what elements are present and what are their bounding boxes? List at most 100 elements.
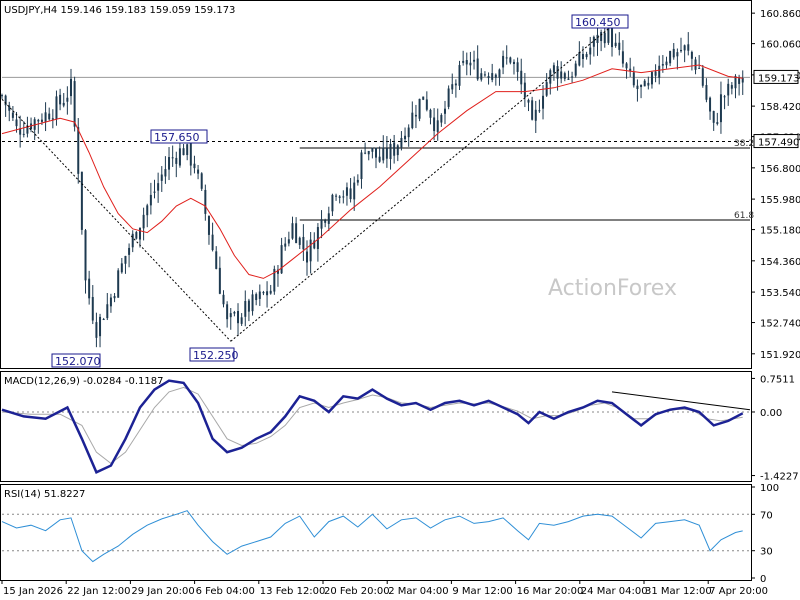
candle-body [211,234,214,251]
candle-body [520,70,523,85]
candle-body [59,94,62,105]
candle-body [404,135,407,140]
candle-body [698,67,701,69]
candle-body [222,294,225,305]
candle-body [560,71,563,79]
candle-body [168,157,171,170]
candle-body [91,296,94,321]
candle-body [385,148,388,159]
macd-trendline [611,391,751,411]
candle-body [276,269,279,274]
candle-body [730,85,733,89]
candle-body [636,85,639,90]
candle-body [654,71,657,76]
level-tag: 157.490 [753,134,799,149]
price-axis-label: 158.420 [760,102,800,113]
candle-body [596,34,599,43]
candle-body [589,47,592,55]
candle-body [327,213,330,224]
candle-body [414,114,417,117]
candle-body [480,73,483,80]
candle-body [11,112,14,118]
candle-body [512,61,515,65]
rsi-axis-label: 30 [760,547,773,558]
candle-body [523,82,526,98]
time-axis-label: 24 Mar 04:00 [581,586,648,597]
candle-body [309,239,312,262]
candle-body [360,152,363,180]
candle-body [574,63,577,76]
annotation-label: 152.070 [55,355,101,368]
price-plot: 38.2 61.8 152.070 157.650 152.250 160.450 [1,14,754,368]
candle-body [48,113,51,120]
price-header: USDJPY,H4 159.146 159.183 159.059 159.17… [4,5,235,16]
candle-body [331,194,334,212]
candle-body [542,95,545,109]
candle-body [22,133,25,135]
candle-body [611,24,614,48]
candle-body [66,97,69,102]
candle-body [451,84,454,90]
price-axis-label: 153.540 [760,288,800,299]
candle-body [106,304,109,319]
time-axis-label: 7 Apr 20:00 [709,586,768,597]
candle-body [578,52,581,66]
candle-body [621,51,624,64]
price-axis-label: 155.180 [760,226,800,237]
candle-body [306,251,309,263]
macd-header: MACD(12,26,9) -0.0284 -0.1187 [4,376,164,387]
candle-body [502,55,505,68]
candle-body [120,263,123,273]
candle-body [335,195,338,197]
candle-body [407,127,410,138]
candle-body [694,59,697,70]
fib-label: 61.8 [734,211,754,221]
candle-body [629,68,632,72]
candle-body [375,147,377,158]
candle-body [690,51,693,59]
candle-body [244,300,247,317]
candle-body [113,296,116,299]
time-axis-label: 31 Mar 12:00 [645,586,712,597]
candle-body [418,98,421,119]
macd-axis-label: 0.7511 [760,374,795,385]
macd-axis-label: -1.4227 [760,472,799,483]
candle-body [109,297,112,307]
candle-body [15,119,18,127]
time-axis-label: 6 Feb 04:00 [196,586,255,597]
swing-line-down [1,98,232,342]
candle-body [509,57,512,63]
candle-body [175,157,178,164]
candle-body [291,223,294,239]
price-axis-label: 155.980 [760,195,800,206]
candle-body [44,112,47,123]
candle-body [618,42,621,50]
candle-body [680,49,683,52]
time-axis-label: 29 Jan 20:00 [131,586,194,597]
candle-body [200,173,203,189]
candle-body [516,62,519,72]
candle-body [40,119,43,122]
time-axis-label: 22 Jan 12:00 [67,586,130,597]
current-price-tag-text: 159.173 [758,73,799,84]
candle-body [607,23,610,43]
candle-body [302,236,305,250]
candle-body [233,312,236,314]
candle-body [552,65,555,73]
rsi-axis-label: 70 [760,510,773,521]
candle-body [88,278,91,299]
current-price-tag-box [753,69,799,84]
candle-body [356,179,359,183]
candle-body [313,240,316,249]
candle-body [149,194,152,206]
candle-body [4,95,7,106]
candle-body [342,196,345,198]
candle-body [676,52,679,57]
price-annotation: 160.450 [571,14,629,29]
candle-body [295,223,298,244]
price-axis-label: 160.860 [760,9,800,20]
candle-body [458,65,461,86]
candle-body [440,114,443,123]
candle-body [26,125,29,134]
candle-body [8,105,11,111]
